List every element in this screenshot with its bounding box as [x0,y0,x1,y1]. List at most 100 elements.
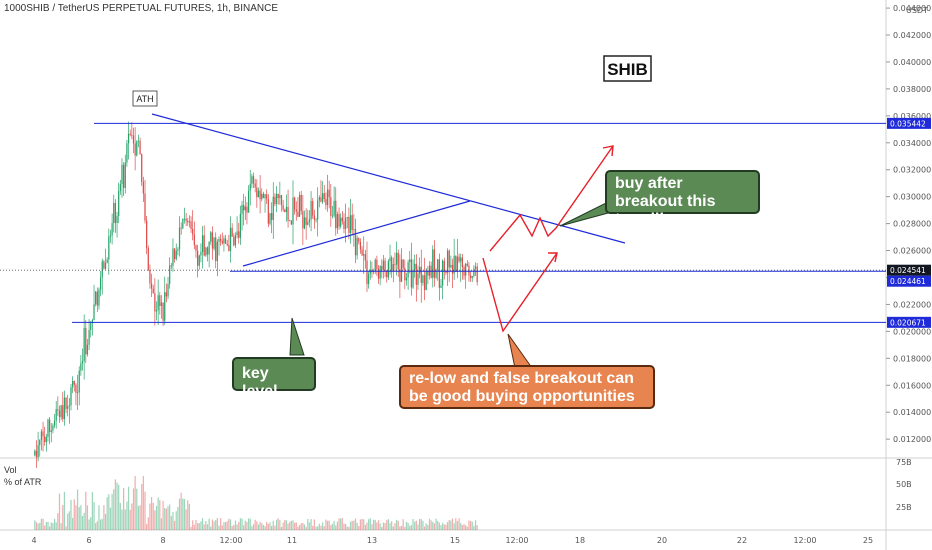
candle-body [210,232,212,242]
volume-bar [39,522,41,530]
candle-body [300,194,302,211]
volume-bar [190,526,192,530]
candle-body [302,210,304,229]
candle-body [216,241,218,262]
candle-body [173,248,176,260]
volume-bar [341,518,343,530]
candle-body [389,257,391,262]
candle-body [382,260,385,270]
candle-body [381,266,383,270]
volume-bar [292,520,294,530]
volume-bar [35,522,38,530]
candle-body [193,234,195,246]
volume-bar [269,522,271,530]
volume-bar [182,498,184,530]
volume-bar [86,505,89,530]
candle-body [376,259,378,270]
volume-label: Vol [4,465,17,475]
volume-bar [267,523,269,530]
volume-bar [386,520,388,530]
candle-body [292,197,294,225]
candle-body [175,250,177,260]
volume-bar [456,521,459,530]
candle-body [458,256,460,262]
volume-bar [298,525,301,530]
volume-bar [62,505,64,530]
volume-bar [236,524,238,530]
volume-bar [376,522,378,530]
candle-body [233,236,235,246]
candle-body [160,302,163,306]
volume-bar [201,518,204,530]
volume-bar [173,520,176,530]
volume-bar [453,523,455,530]
candle-body [86,344,89,355]
candle-body [298,194,301,217]
candle-body [53,420,56,426]
volume-bar [167,506,169,530]
volume-bar [458,518,460,530]
price-tag-label: 0.020671 [890,318,926,327]
volume-bar [70,499,72,530]
candle-body [177,249,179,251]
volume-bar [121,509,123,530]
candle-body [98,289,100,306]
volume-bar [203,524,205,530]
candle-body [55,409,57,421]
candle-body [220,238,222,241]
candle-body [405,277,408,281]
volume-bar [338,518,340,530]
volume-bar [460,523,462,530]
candle-body [70,387,72,406]
zigzag-arrowhead [602,145,614,157]
candle-body [147,248,149,270]
candle-body [165,292,167,297]
candle-body [93,304,95,320]
volume-bar [88,519,90,530]
candle-body [154,293,156,312]
volume-bar [142,475,144,530]
volume-bar [471,521,473,530]
volume-bar [430,520,432,530]
y-tick-label: 0.026000 [893,247,931,256]
ath-box [132,90,158,107]
candle-body [192,228,194,235]
volume-bar [409,525,411,530]
candle-body [150,283,153,289]
volume-bar [195,519,197,530]
candle-body [448,250,450,268]
x-tick-label: 12:00 [505,536,528,545]
volume-bar [423,526,426,530]
volume-bar [395,519,398,530]
volume-bar [53,518,56,530]
volume-bar [422,520,424,530]
candle-body [229,227,232,252]
volume-bar [208,518,210,530]
volume-bar [228,518,230,530]
candle-body [249,183,251,191]
candle-body [325,199,327,206]
volume-bar [68,511,70,530]
volume-bar [231,525,233,530]
candle-body [343,221,345,229]
candle-body [42,431,44,437]
candle-body [294,197,296,210]
candle-body [208,241,210,255]
volume-bar [154,510,156,530]
volume-bar [412,518,414,530]
candle-body [335,200,337,229]
volume-bar [45,521,47,530]
volume-bar [377,520,380,530]
volume-bar [109,507,112,530]
candle-body [198,255,200,266]
volume-bar [466,526,468,530]
volume-bar [137,506,140,530]
volume-bar [119,503,121,530]
volume-bar [226,521,228,530]
volume-bar [443,524,445,530]
candle-body [280,195,283,206]
candle-body [330,197,332,216]
volume-bar [264,526,266,530]
volume-bar [234,520,237,530]
candle-body [320,197,322,202]
